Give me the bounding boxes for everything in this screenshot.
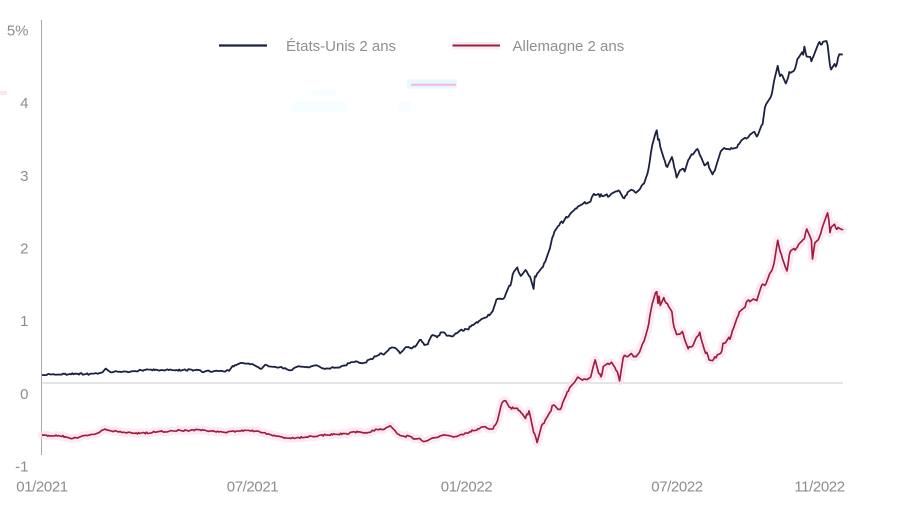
svg-text:5%: 5% — [7, 22, 29, 39]
svg-text:3: 3 — [20, 168, 28, 185]
svg-text:Allemagne 2 ans: Allemagne 2 ans — [513, 38, 625, 55]
svg-text:États-Unis 2 ans: États-Unis 2 ans — [286, 38, 396, 55]
svg-text:07/2021: 07/2021 — [227, 479, 278, 496]
svg-text:4: 4 — [20, 95, 28, 112]
svg-text:-1: -1 — [15, 459, 28, 476]
svg-text:2: 2 — [20, 241, 28, 258]
svg-text:11/2022: 11/2022 — [794, 479, 844, 496]
svg-text:07/2022: 07/2022 — [651, 479, 702, 496]
svg-text:0: 0 — [20, 386, 28, 403]
svg-text:1: 1 — [20, 313, 28, 330]
svg-text:01/2022: 01/2022 — [441, 479, 492, 496]
svg-text:01/2021: 01/2021 — [16, 479, 67, 496]
